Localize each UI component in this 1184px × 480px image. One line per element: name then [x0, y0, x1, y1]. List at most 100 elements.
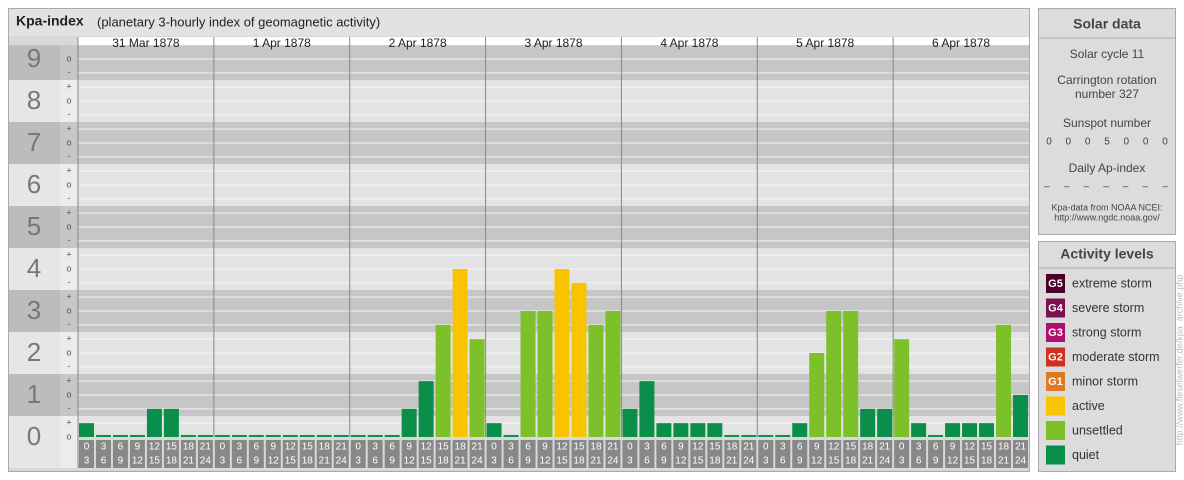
hour-label: 9 — [135, 442, 141, 453]
hour-label: 12 — [421, 442, 433, 453]
hour-label: 12 — [539, 456, 551, 467]
hour-label: 15 — [166, 442, 178, 453]
hour-box — [945, 440, 961, 468]
hour-label: 12 — [947, 456, 959, 467]
hour-box — [265, 440, 281, 468]
level-swatch — [1046, 396, 1065, 416]
hour-label: 12 — [268, 456, 280, 467]
bar — [809, 353, 825, 437]
y-tick-label: 8 — [27, 85, 41, 115]
hour-label: 21 — [590, 456, 602, 467]
y-minor-label: o — [66, 137, 71, 147]
hour-box — [996, 440, 1012, 468]
y-minor-label: + — [66, 82, 71, 92]
hour-box — [843, 440, 859, 468]
hour-label: 24 — [1015, 456, 1027, 467]
hour-box — [79, 440, 94, 468]
ap-title: Daily Ap-index — [1069, 161, 1146, 175]
hour-label: 9 — [678, 442, 684, 453]
y-minor-label: - — [68, 277, 71, 287]
ap-value: – — [1103, 182, 1109, 193]
bar — [639, 381, 655, 437]
hour-label: 24 — [607, 456, 619, 467]
hour-box — [554, 440, 570, 468]
bar — [605, 311, 621, 437]
hour-label: 15 — [438, 442, 450, 453]
bar — [996, 324, 1012, 437]
bar — [724, 435, 740, 437]
bar — [486, 423, 502, 437]
y-tick-label: 0 — [27, 421, 41, 451]
hour-label: 6 — [237, 456, 243, 467]
bar — [656, 423, 672, 437]
hour-label: 6 — [372, 456, 378, 467]
y-minor-label: + — [66, 166, 71, 176]
day-label: 4 Apr 1878 — [660, 36, 718, 50]
y-tick-label: 1 — [27, 379, 41, 409]
level-label: active — [1072, 399, 1105, 413]
hour-label: 18 — [319, 442, 331, 453]
y-minor-label: o — [66, 95, 71, 105]
level-swatch — [1046, 445, 1065, 465]
bar — [95, 435, 111, 437]
hour-label: 21 — [319, 456, 331, 467]
day-label: 3 Apr 1878 — [524, 36, 582, 50]
hour-label: 12 — [556, 442, 568, 453]
hour-label: 15 — [981, 442, 993, 453]
hour-label: 15 — [302, 442, 314, 453]
hour-box — [656, 440, 672, 468]
hour-label: 18 — [726, 442, 738, 453]
sunspot-value: 0 — [1085, 137, 1091, 148]
hour-label: 21 — [472, 442, 484, 453]
bar — [945, 423, 961, 437]
hour-box — [911, 440, 927, 468]
hour-label: 12 — [828, 442, 840, 453]
hour-box — [231, 440, 247, 468]
bar — [792, 423, 808, 437]
hour-box — [333, 440, 349, 468]
hour-label: 3 — [627, 456, 633, 467]
y-minor-label: o — [66, 305, 71, 315]
hour-label: 3 — [491, 456, 497, 467]
sunspot-value: 0 — [1046, 137, 1052, 148]
hour-label: 15 — [828, 456, 840, 467]
bar — [435, 324, 451, 437]
hour-label: 0 — [220, 442, 226, 453]
hour-label: 6 — [916, 456, 922, 467]
hour-label: 24 — [200, 456, 212, 467]
bar — [554, 269, 570, 437]
solar-panel — [1038, 8, 1176, 235]
hour-box — [673, 440, 689, 468]
band — [78, 416, 1029, 437]
hour-label: 9 — [661, 456, 667, 467]
hour-label: 3 — [237, 442, 243, 453]
hour-box — [469, 440, 485, 468]
hour-box — [214, 440, 230, 468]
y-minor-label: + — [66, 208, 71, 218]
bar — [112, 435, 128, 437]
sub-band — [60, 332, 78, 374]
y-minor-label: - — [68, 193, 71, 203]
digit-band — [9, 206, 60, 248]
digit-band — [9, 332, 60, 374]
hour-label: 18 — [709, 456, 721, 467]
bar — [707, 423, 723, 437]
hour-label: 18 — [590, 442, 602, 453]
level-label: minor storm — [1072, 374, 1138, 388]
bar — [401, 408, 417, 437]
hour-label: 21 — [726, 456, 738, 467]
sunspot-value: 5 — [1104, 137, 1110, 148]
sub-band — [60, 416, 78, 468]
hour-label: 12 — [811, 456, 823, 467]
day-label: 6 Apr 1878 — [932, 36, 990, 50]
y-tick-label: 4 — [27, 253, 41, 283]
hour-label: 18 — [302, 456, 314, 467]
hour-box — [775, 440, 791, 468]
digit-band — [9, 45, 60, 80]
hour-label: 15 — [285, 456, 297, 467]
y-minor-label: + — [66, 376, 71, 386]
level-label: unsettled — [1072, 423, 1123, 437]
digit-band — [9, 80, 60, 122]
watermark: http://www.fieselwerfer.de/kpa_archive.p… — [1174, 275, 1184, 446]
digit-band — [9, 122, 60, 164]
